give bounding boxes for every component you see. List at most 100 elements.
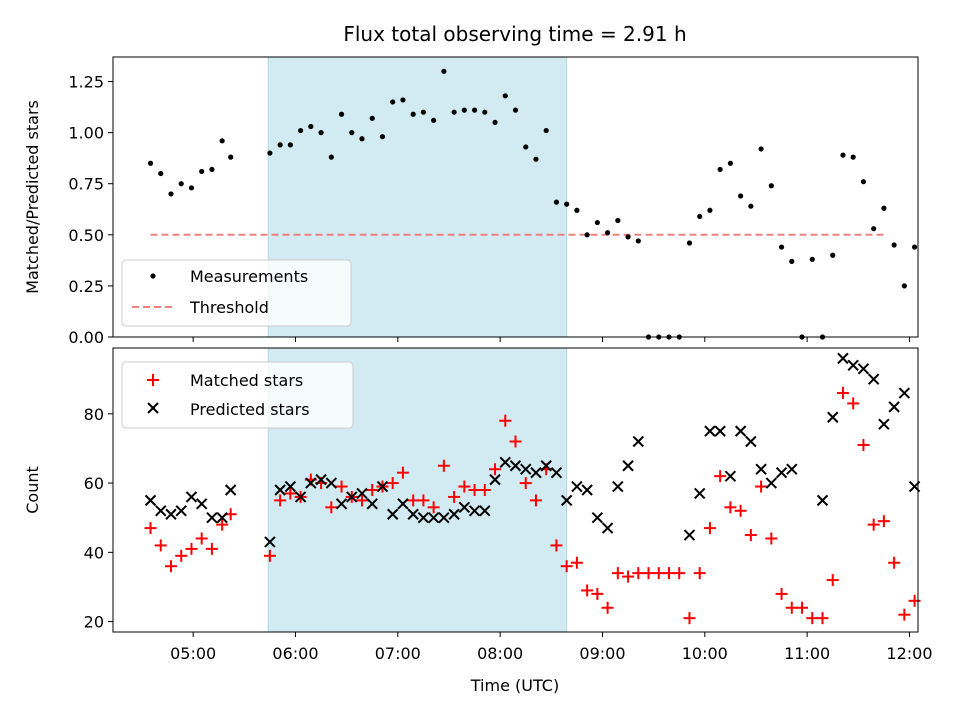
measurement-point xyxy=(789,258,795,264)
matched-star-point xyxy=(509,435,522,448)
predicted-star-point xyxy=(206,512,218,524)
predicted-x-b xyxy=(206,512,218,524)
predicted-star-point xyxy=(479,505,491,517)
measurement-point xyxy=(584,232,590,238)
matched-star-point xyxy=(205,542,218,555)
predicted-x-b xyxy=(775,466,788,479)
measurement-point xyxy=(502,93,508,99)
predicted-x-b xyxy=(816,494,829,507)
predicted-x-b xyxy=(216,512,228,524)
predicted-star-point xyxy=(683,529,696,541)
predicted-star-point xyxy=(704,425,716,437)
measurement-point xyxy=(809,256,815,262)
predicted-x-b xyxy=(898,387,911,399)
matched-star-point xyxy=(325,501,338,514)
predicted-x-b xyxy=(417,512,430,524)
matched-star-point xyxy=(263,549,276,562)
predicted-points xyxy=(144,352,921,548)
predicted-x-b xyxy=(540,460,552,472)
xtick-label: 11:00 xyxy=(784,644,830,663)
predicted-star-point xyxy=(274,484,286,496)
predicted-x-b xyxy=(274,484,286,496)
measurement-point xyxy=(758,146,764,152)
matched-star-point xyxy=(560,560,573,573)
matched-star-point xyxy=(164,560,177,573)
matched-star-point xyxy=(144,522,157,535)
predicted-x-b xyxy=(325,477,338,489)
top-x-ticks xyxy=(192,337,910,342)
bottom-x-ticks: 05:00 06:00 07:00 08:00 09:00 10:00 11:00 12:00 xyxy=(170,632,933,663)
predicted-star-point xyxy=(144,494,157,507)
measurement-point xyxy=(707,207,713,213)
predicted-star-point xyxy=(165,508,177,520)
predicted-star-point xyxy=(509,460,522,472)
measurement-point xyxy=(738,193,744,199)
matched-star-point xyxy=(274,494,287,507)
matched-star-point xyxy=(867,518,880,531)
matched-star-point xyxy=(632,567,645,580)
predicted-x-b xyxy=(867,373,880,385)
predicted-x-b xyxy=(847,359,859,372)
predicted-star-point xyxy=(786,463,798,475)
measurement-point xyxy=(379,134,386,140)
predicted-star-point xyxy=(765,477,778,489)
measurement-point xyxy=(369,115,375,121)
matched-star-point xyxy=(356,494,369,507)
predicted-star-point xyxy=(530,466,542,479)
matched-star-point xyxy=(734,504,747,517)
matched-star-point xyxy=(652,567,665,580)
predicted-x-b xyxy=(745,435,757,448)
legend-plus-marker xyxy=(147,374,159,386)
x-axis-label: Time (UTC) xyxy=(470,676,559,695)
predicted-star-point xyxy=(315,473,327,486)
matched-star-point xyxy=(458,480,471,493)
predicted-x-b xyxy=(837,352,849,365)
predicted-x-b xyxy=(632,435,645,448)
xtick-label: 10:00 xyxy=(682,644,728,663)
matched-star-point xyxy=(898,608,911,621)
predicted-star-point xyxy=(335,498,348,510)
top-y-label: Matched/Predicted stars xyxy=(23,100,42,294)
matched-star-point xyxy=(185,542,198,555)
measurement-point xyxy=(830,252,836,258)
matched-star-point xyxy=(396,466,409,479)
predicted-x-b xyxy=(386,508,399,520)
measurement-point xyxy=(860,179,867,185)
predicted-x-b xyxy=(294,491,307,503)
matched-star-point xyxy=(785,601,798,614)
matched-star-point xyxy=(570,556,583,569)
measurement-point xyxy=(881,205,887,211)
predicted-star-point xyxy=(601,522,614,534)
predicted-x-b xyxy=(315,473,327,486)
matched-star-point xyxy=(642,567,655,580)
measurement-point xyxy=(604,230,611,236)
top-y-ticks: 0.00 0.25 0.50 0.75 1.00 1.25 xyxy=(68,73,113,347)
predicted-star-point xyxy=(386,508,399,520)
predicted-star-point xyxy=(775,466,788,479)
measurement-point xyxy=(625,234,631,240)
predicted-x-b xyxy=(888,401,900,413)
measurement-point xyxy=(533,156,539,162)
matched-star-point xyxy=(417,494,430,507)
measurement-point xyxy=(635,238,641,244)
measurement-point xyxy=(686,240,693,246)
legend-matched-stars: Matched stars xyxy=(190,371,303,390)
predicted-star-point xyxy=(346,491,358,503)
predicted-star-point xyxy=(458,501,471,514)
measurement-point xyxy=(298,127,304,134)
top-ytick-label: 0.00 xyxy=(68,328,104,347)
measurement-point xyxy=(451,109,457,115)
predicted-x-b xyxy=(734,425,747,437)
measurement-point xyxy=(471,107,478,113)
matched-star-point xyxy=(284,487,297,500)
predicted-x-b xyxy=(305,477,317,489)
bottom-y-ticks: 20 40 60 80 xyxy=(84,405,113,632)
measurement-point xyxy=(840,152,846,158)
matched-star-point xyxy=(611,567,624,580)
measurement-point xyxy=(727,160,733,166)
predicted-x-b xyxy=(571,480,583,493)
predicted-star-point xyxy=(745,435,757,448)
matched-star-point xyxy=(581,584,594,597)
measurement-point xyxy=(512,107,519,113)
